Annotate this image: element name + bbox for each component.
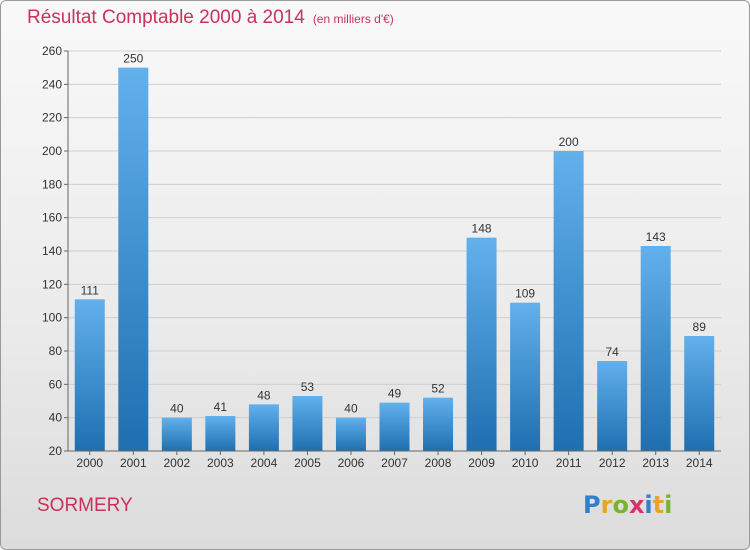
- data-label: 109: [515, 287, 535, 301]
- commune-name: SORMERY: [37, 495, 133, 516]
- data-label: 41: [214, 400, 228, 414]
- x-tick-label: 2014: [686, 456, 713, 470]
- bar: [335, 417, 366, 451]
- x-tick-label: 2007: [381, 456, 408, 470]
- y-tick-label: 200: [42, 144, 62, 158]
- x-tick-label: 2005: [294, 456, 321, 470]
- x-tick-label: 2000: [76, 456, 103, 470]
- bar: [466, 237, 497, 451]
- chart-title-text: Résultat Comptable 2000 à 2014: [27, 7, 305, 28]
- y-tick-label: 20: [49, 444, 63, 458]
- y-tick-label: 40: [49, 411, 63, 425]
- x-tick-label: 2013: [642, 456, 669, 470]
- data-label: 148: [472, 222, 492, 236]
- data-label: 200: [559, 135, 579, 149]
- bar: [118, 67, 149, 452]
- data-label: 143: [646, 230, 666, 244]
- y-tick-label: 120: [42, 277, 62, 291]
- bar: [292, 396, 323, 451]
- labels: 20 40 60 80 100 120 140 160 180 200 220 240 260 111 20…: [42, 44, 713, 470]
- y-tick-label: 100: [42, 311, 62, 325]
- bar: [205, 416, 236, 451]
- x-tick-label: 2010: [512, 456, 539, 470]
- logo-letter: i: [644, 491, 653, 519]
- logo-letter: o: [612, 491, 629, 519]
- bar: [510, 302, 541, 451]
- logo-letter: P: [583, 491, 601, 519]
- y-tick-label: 220: [42, 111, 62, 125]
- y-tick-label: 60: [49, 377, 63, 391]
- bar: [684, 336, 715, 451]
- proxiti-logo: Proxiti: [583, 491, 672, 519]
- x-tick-label: 2001: [120, 456, 147, 470]
- bar: [640, 246, 671, 451]
- y-tick-label: 240: [42, 77, 62, 91]
- data-label: 52: [431, 382, 445, 396]
- chart-title: Résultat Comptable 2000 à 2014 (en millie…: [27, 7, 394, 29]
- x-tick-label: 2006: [338, 456, 365, 470]
- data-label: 49: [388, 387, 402, 401]
- x-tick-label: 2003: [207, 456, 234, 470]
- axes: [64, 50, 721, 455]
- data-label: 48: [257, 388, 271, 402]
- logo-letter: x: [628, 491, 645, 519]
- logo-letter: r: [600, 491, 613, 519]
- x-tick-label: 2011: [556, 456, 582, 470]
- data-label: 53: [301, 380, 315, 394]
- x-tick-label: 2004: [251, 456, 278, 470]
- bar: [248, 404, 279, 451]
- bar: [74, 299, 105, 451]
- y-tick-label: 180: [42, 177, 62, 191]
- bar: [553, 151, 584, 451]
- bars: [74, 67, 715, 452]
- data-label: 74: [605, 345, 619, 359]
- chart-unit-text: (en milliers d'€): [312, 12, 394, 26]
- y-tick-label: 260: [42, 44, 62, 58]
- x-tick-label: 2008: [425, 456, 452, 470]
- y-tick-label: 80: [49, 344, 63, 358]
- data-label: 40: [344, 402, 358, 416]
- x-tick-label: 2009: [468, 456, 495, 470]
- data-label: 111: [81, 283, 100, 297]
- bar: [379, 402, 410, 451]
- x-tick-label: 2002: [163, 456, 190, 470]
- y-tick-label: 160: [42, 211, 62, 225]
- bar: [161, 417, 192, 451]
- x-tick-label: 2012: [599, 456, 626, 470]
- bar: [597, 361, 628, 451]
- data-label: 40: [170, 402, 184, 416]
- y-tick-label: 140: [42, 244, 62, 258]
- bar: [423, 397, 454, 451]
- data-label: 250: [123, 52, 143, 66]
- data-label: 89: [693, 320, 707, 334]
- logo-letter: t: [652, 491, 665, 519]
- logo-letter: i: [664, 491, 673, 519]
